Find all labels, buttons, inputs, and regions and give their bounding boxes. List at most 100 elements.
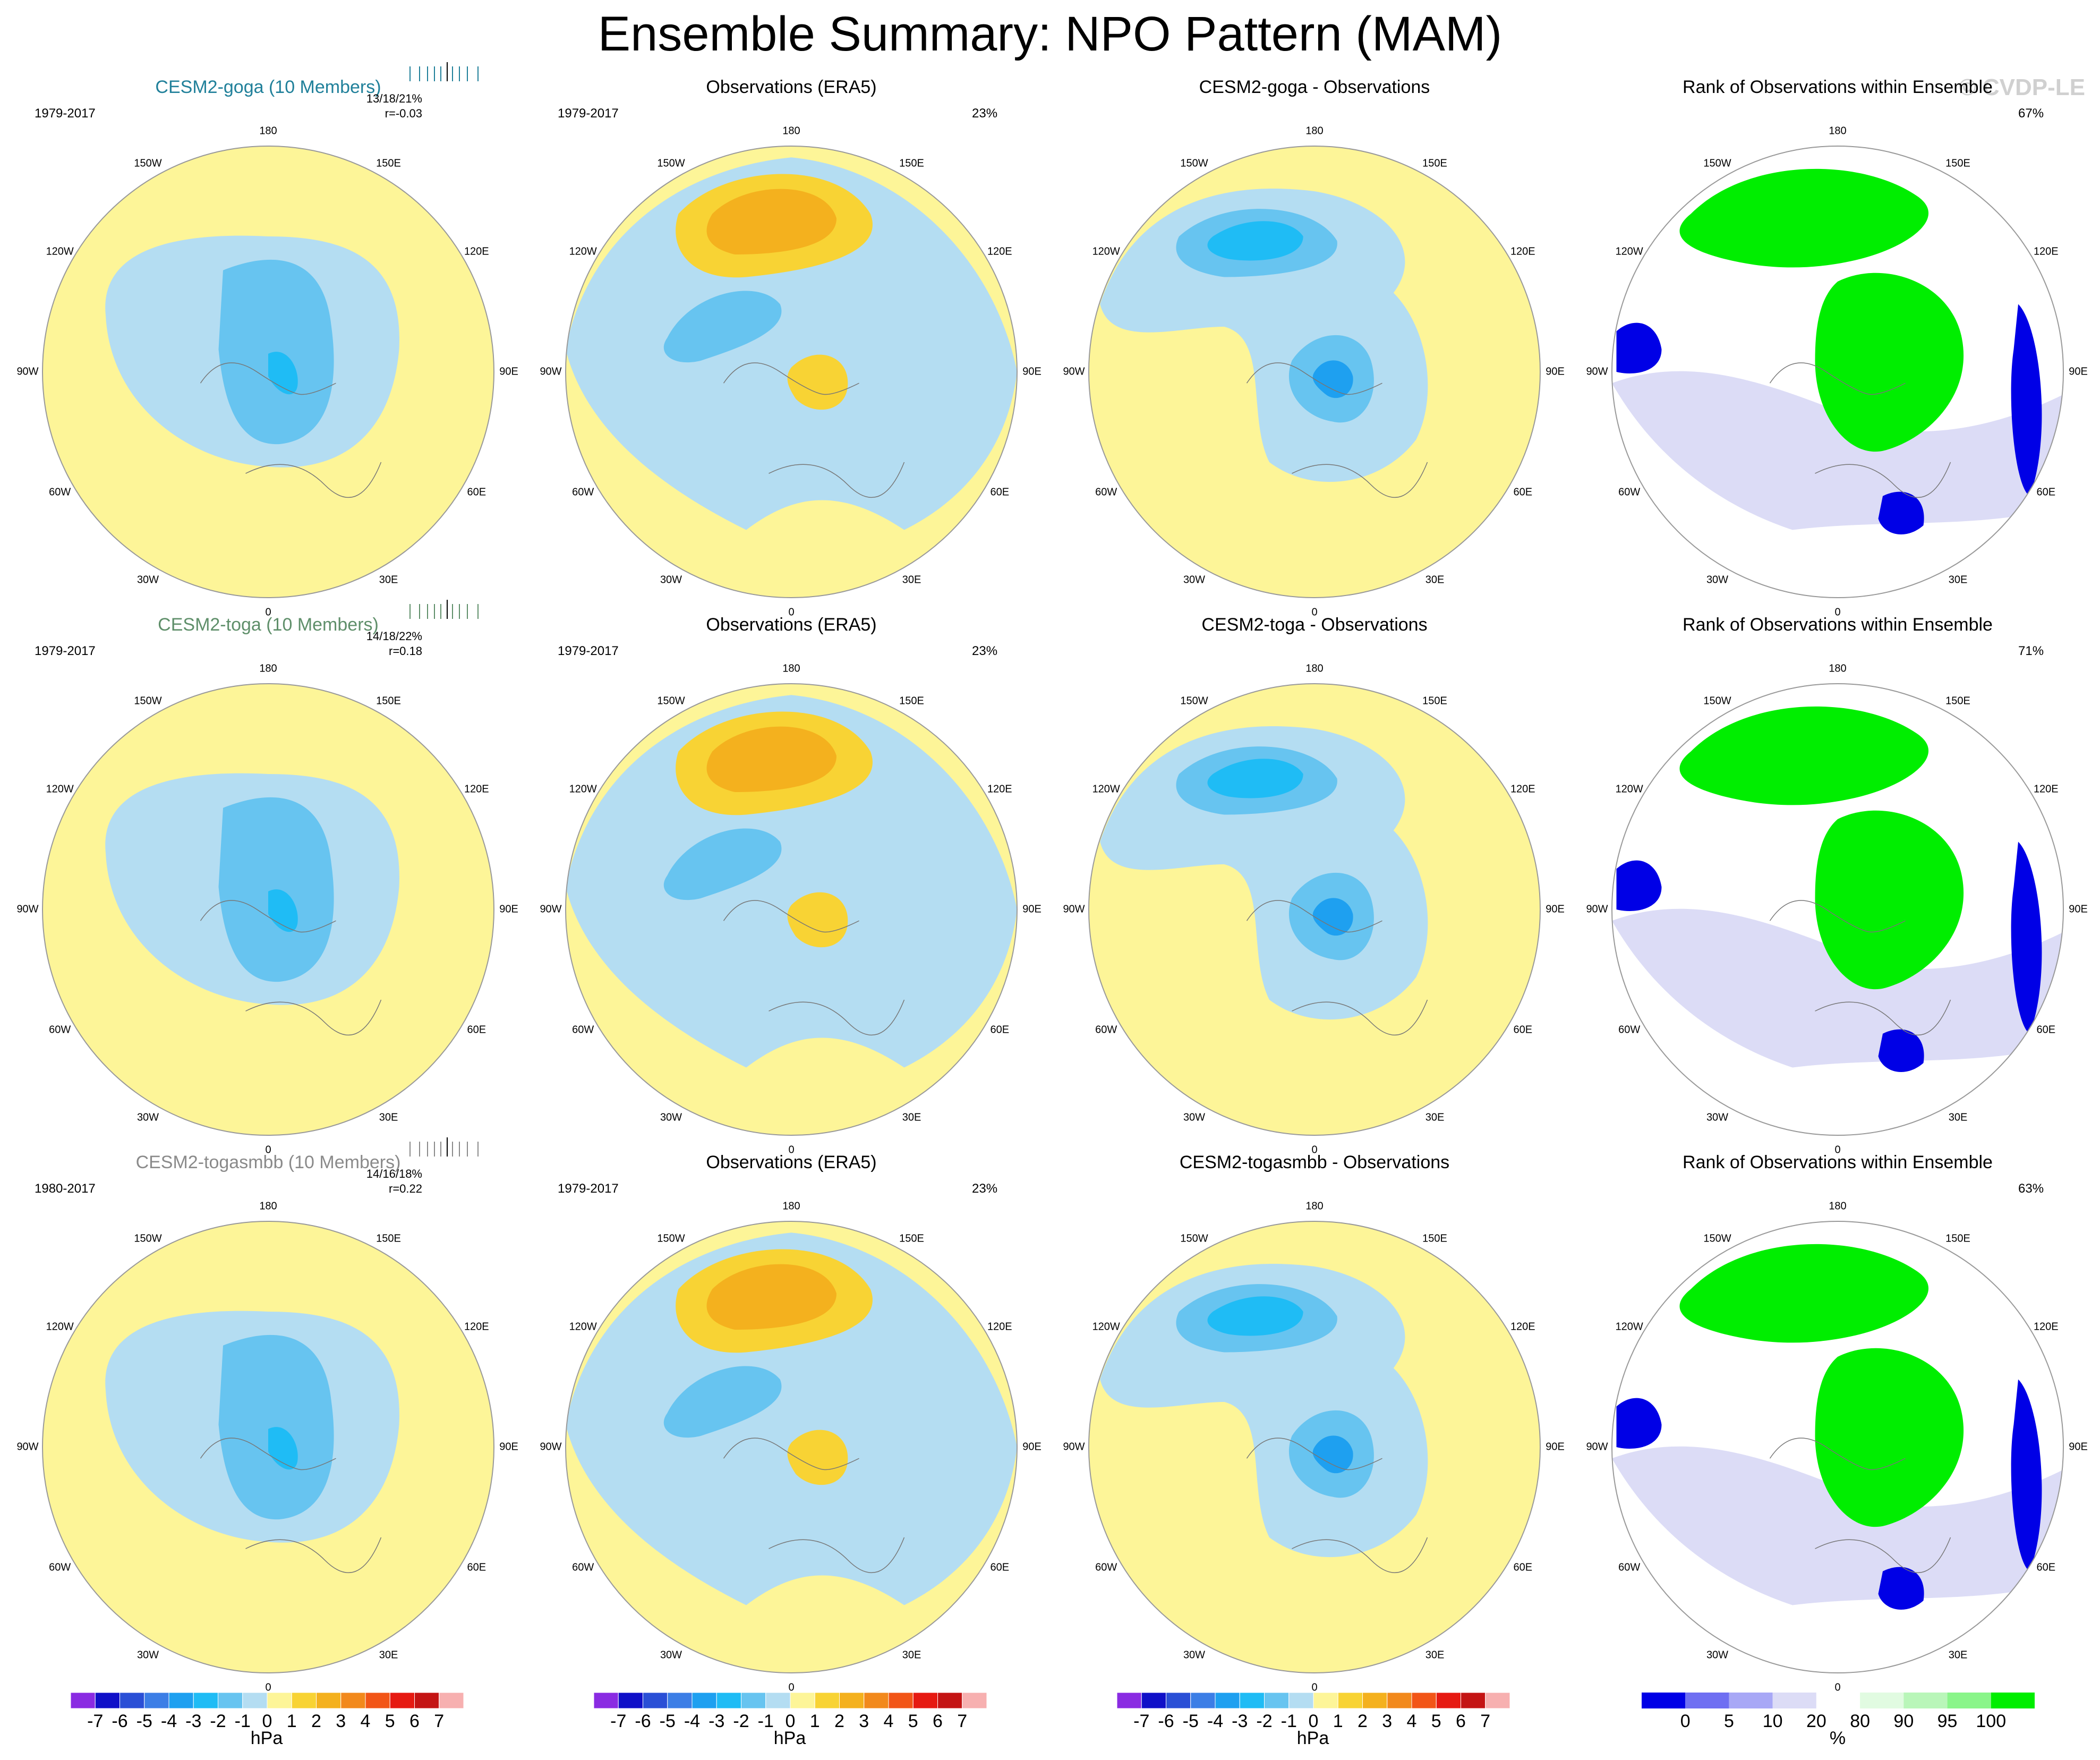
- colorbar-swatch: [741, 1692, 766, 1709]
- colorbar-swatch: [1313, 1692, 1338, 1709]
- colorbar-tick-label: -3: [1232, 1711, 1248, 1731]
- longitude-label: 0: [788, 1144, 795, 1156]
- longitude-label: 180: [1829, 1200, 1847, 1212]
- ensemble-stats-label: 13/18/21%: [366, 92, 422, 105]
- ensemble-years-label: 1979-2017: [35, 644, 96, 658]
- map-boundary: [42, 146, 494, 598]
- longitude-label: 120W: [569, 783, 597, 795]
- hpa-colorbar: [1116, 1692, 1510, 1709]
- longitude-label: 180: [259, 1200, 277, 1212]
- longitude-label: 150E: [899, 695, 924, 707]
- colorbar-tick-label: 5: [908, 1711, 918, 1731]
- longitude-label: 30E: [1948, 1649, 1968, 1661]
- longitude-label: 90W: [1586, 903, 1608, 915]
- hpa-colorbar: [70, 1692, 464, 1709]
- coastline: [1292, 1537, 1428, 1574]
- colorbar-tick-label: -4: [684, 1711, 701, 1731]
- coastline: [1815, 999, 1951, 1036]
- contour-region: [1679, 706, 1929, 805]
- longitude-label: 90W: [1063, 365, 1085, 378]
- colorbar-unit: %: [1829, 1728, 1846, 1748]
- colorbar-swatch: [1860, 1693, 1904, 1708]
- longitude-label: 60W: [572, 1024, 594, 1035]
- contour-region: [1312, 898, 1353, 936]
- hpa-colorbar: [593, 1692, 987, 1709]
- longitude-label: 30E: [902, 1111, 921, 1124]
- colorbar-swatch: [716, 1692, 741, 1709]
- ensemble-panel-title: CESM2-toga (10 Members): [158, 615, 379, 635]
- colorbar-tick-label: -2: [1256, 1711, 1273, 1731]
- rank-polar-map: [1611, 683, 2064, 1136]
- colorbar-tick-label: 5: [385, 1711, 395, 1731]
- contour-region: [566, 157, 1017, 530]
- colorbar-tick-label: 0: [1308, 1711, 1319, 1731]
- longitude-label: 120W: [569, 1321, 597, 1332]
- rank-percent-label: 63%: [2018, 1181, 2044, 1196]
- longitude-label: 30E: [379, 1649, 398, 1661]
- diff-panel-title: CESM2-toga - Observations: [1201, 615, 1428, 635]
- longitude-label: 90W: [1063, 903, 1085, 915]
- colorbar-swatch: [593, 1692, 619, 1709]
- longitude-label: 120W: [1615, 1321, 1643, 1332]
- ensemble-panel-title: CESM2-goga (10 Members): [155, 77, 381, 97]
- longitude-label: 120E: [1510, 783, 1535, 795]
- coastline: [1769, 362, 1906, 395]
- contour-region: [663, 1366, 782, 1438]
- contour-region: [566, 695, 1017, 1068]
- longitude-label: 0: [1834, 606, 1841, 618]
- colorbar-tick-label: -5: [136, 1711, 152, 1731]
- colorbar-swatch: [643, 1692, 668, 1709]
- longitude-label: 120E: [464, 245, 489, 257]
- member-spread-ticks: [409, 1137, 479, 1157]
- colorbar-unit: hPa: [773, 1728, 806, 1748]
- longitude-label: 60E: [2036, 1024, 2056, 1035]
- member-spread-ticks: [409, 62, 479, 81]
- colorbar-swatch: [1387, 1692, 1412, 1709]
- contour-region: [1207, 759, 1303, 798]
- ensemble-panel-title: CESM2-togasmbb (10 Members): [135, 1152, 401, 1172]
- diff-panel-title: CESM2-goga - Observations: [1199, 77, 1430, 97]
- longitude-label: 120W: [1092, 783, 1120, 795]
- colorbar-swatch: [1729, 1693, 1773, 1708]
- colorbar-swatch: [618, 1692, 643, 1709]
- coastline: [245, 999, 382, 1036]
- longitude-label: 120E: [464, 1321, 489, 1332]
- colorbar-tick-label: -6: [635, 1711, 651, 1731]
- longitude-label: 60E: [467, 486, 486, 498]
- copyright-label: © CVDP-LE: [1959, 74, 2085, 100]
- colorbar-tick-label: 0: [262, 1711, 272, 1731]
- longitude-label: 60E: [990, 1561, 1010, 1573]
- colorbar-tick-label: 2: [1358, 1711, 1368, 1731]
- coastline: [245, 1537, 382, 1574]
- contour-region: [1207, 1296, 1303, 1336]
- map-boundary: [42, 1221, 494, 1673]
- longitude-label: 120W: [46, 1321, 74, 1332]
- colorbar-swatch: [667, 1692, 693, 1709]
- coastline: [769, 1537, 905, 1574]
- map-boundary: [1088, 1221, 1541, 1673]
- contour-region: [706, 189, 836, 254]
- map-boundary: [42, 683, 494, 1136]
- longitude-label: 30E: [1425, 1111, 1445, 1124]
- longitude-label: 120E: [987, 1321, 1012, 1332]
- longitude-label: 60E: [2036, 1561, 2056, 1573]
- longitude-label: 30E: [902, 574, 921, 586]
- colorbar-swatch: [1239, 1692, 1265, 1709]
- colorbar-tick-label: 7: [434, 1711, 445, 1731]
- rank-panel-title: Rank of Observations within Ensemble: [1683, 615, 1993, 635]
- colorbar-tick-label: 10: [1762, 1711, 1783, 1731]
- colorbar-swatch: [839, 1692, 865, 1709]
- rank-polar-map: [1611, 146, 2064, 598]
- longitude-label: 90W: [540, 1441, 562, 1453]
- longitude-label: 60W: [49, 1561, 71, 1573]
- colorbar-tick-label: -1: [1281, 1711, 1297, 1731]
- colorbar-tick-label: -2: [210, 1711, 226, 1731]
- colorbar-tick-label: 2: [834, 1711, 844, 1731]
- longitude-label: 120E: [464, 783, 489, 795]
- obs-years-label: 1979-2017: [558, 1181, 619, 1196]
- longitude-label: 30W: [1183, 574, 1206, 586]
- longitude-label: 150W: [1180, 695, 1208, 707]
- longitude-label: 30W: [136, 1111, 159, 1124]
- longitude-label: 90W: [16, 365, 39, 378]
- colorbar-swatch: [1362, 1692, 1388, 1709]
